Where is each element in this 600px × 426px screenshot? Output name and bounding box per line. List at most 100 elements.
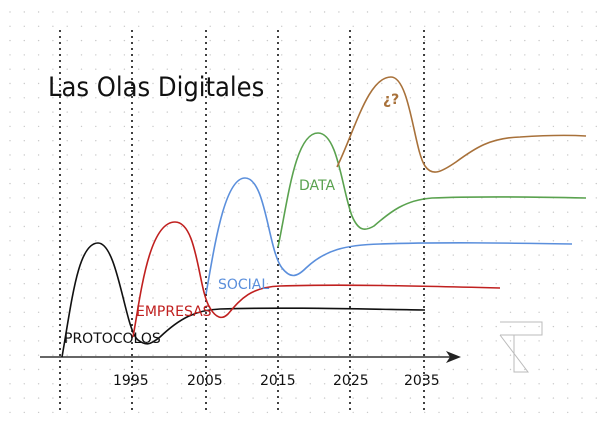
grid-dot bbox=[266, 268, 269, 271]
grid-dot bbox=[80, 325, 83, 328]
grid-dot bbox=[37, 297, 40, 299]
grid-dot bbox=[180, 111, 183, 113]
grid-dot bbox=[509, 97, 512, 99]
grid-dot bbox=[481, 368, 483, 371]
grid-dot bbox=[409, 383, 412, 385]
grid-dot bbox=[109, 283, 111, 285]
grid-dot bbox=[180, 168, 183, 170]
grid-dot bbox=[281, 182, 283, 185]
grid-dot bbox=[266, 211, 269, 213]
grid-dot bbox=[37, 340, 40, 342]
grid-dot bbox=[438, 168, 440, 170]
grid-dot bbox=[9, 168, 11, 170]
grid-dot bbox=[295, 54, 297, 56]
grid-dot bbox=[438, 311, 440, 313]
grid-dot bbox=[281, 368, 283, 371]
grid-dot bbox=[109, 211, 111, 213]
grid-dot bbox=[581, 25, 583, 27]
grid-dot bbox=[152, 197, 154, 199]
grid-dot bbox=[395, 197, 397, 199]
grid-dot bbox=[23, 325, 25, 328]
grid-dot bbox=[52, 111, 54, 113]
grid-dot bbox=[338, 297, 340, 299]
grid-dot bbox=[138, 225, 140, 228]
grid-dot bbox=[452, 283, 454, 285]
grid-dot bbox=[452, 182, 454, 185]
grid-dot bbox=[381, 168, 383, 170]
grid-dot bbox=[495, 11, 497, 13]
grid-dot bbox=[252, 197, 254, 199]
grid-dot bbox=[109, 340, 111, 342]
grid-dot bbox=[323, 168, 326, 170]
grid-dot bbox=[281, 168, 283, 170]
grid-dot bbox=[567, 368, 569, 371]
grid-dot bbox=[152, 111, 154, 113]
grid-dot bbox=[452, 368, 454, 371]
grid-dot bbox=[238, 411, 240, 414]
grid-dot bbox=[552, 240, 555, 242]
grid-dot bbox=[595, 168, 597, 170]
grid-dot bbox=[95, 368, 97, 371]
grid-dot bbox=[123, 197, 126, 199]
grid-dot bbox=[452, 411, 454, 414]
grid-dot bbox=[195, 197, 197, 199]
grid-dot bbox=[238, 225, 240, 228]
grid-dot bbox=[466, 397, 469, 399]
grid-dot bbox=[238, 383, 240, 385]
grid-dot bbox=[95, 154, 97, 156]
grid-dot bbox=[252, 25, 254, 27]
grid-dot bbox=[252, 11, 254, 13]
grid-dot bbox=[524, 368, 526, 371]
grid-dot bbox=[481, 140, 483, 142]
grid-dot bbox=[309, 211, 311, 213]
grid-dot bbox=[466, 125, 469, 128]
grid-dot bbox=[37, 240, 40, 242]
grid-dot bbox=[323, 197, 326, 199]
grid-dot bbox=[395, 54, 397, 56]
grid-dot bbox=[524, 254, 526, 256]
grid-dot bbox=[509, 225, 512, 228]
grid-dot bbox=[381, 39, 383, 42]
grid-dot bbox=[180, 268, 183, 271]
grid-dot bbox=[538, 25, 540, 27]
grid-dot bbox=[509, 211, 512, 213]
grid-dot bbox=[252, 168, 254, 170]
grid-dot bbox=[180, 25, 183, 27]
grid-dot bbox=[466, 383, 469, 385]
grid-dot bbox=[395, 125, 397, 128]
grid-dot bbox=[309, 97, 311, 99]
grid-dot bbox=[552, 97, 555, 99]
grid-dot bbox=[295, 97, 297, 99]
grid-dot bbox=[152, 411, 154, 414]
grid-dot bbox=[581, 254, 583, 256]
grid-dot bbox=[252, 97, 254, 99]
grid-dot bbox=[123, 311, 126, 313]
grid-dot bbox=[252, 125, 254, 128]
grid-dot bbox=[80, 311, 83, 313]
grid-dot bbox=[309, 68, 311, 70]
grid-dot bbox=[424, 325, 426, 328]
grid-dot bbox=[252, 383, 254, 385]
grid-dot bbox=[80, 411, 83, 414]
grid-dot bbox=[9, 297, 11, 299]
grid-dot bbox=[238, 140, 240, 142]
grid-dot bbox=[37, 197, 40, 199]
grid-dot bbox=[381, 211, 383, 213]
grid-dot bbox=[166, 411, 168, 414]
grid-dot bbox=[323, 25, 326, 27]
grid-dot bbox=[381, 154, 383, 156]
grid-dot bbox=[252, 211, 254, 213]
grid-dot bbox=[381, 240, 383, 242]
grid-dot bbox=[567, 182, 569, 185]
grid-dot bbox=[281, 397, 283, 399]
grid-dot bbox=[266, 97, 269, 99]
grid-dot bbox=[152, 354, 154, 356]
grid-dot bbox=[223, 197, 226, 199]
grid-dot bbox=[395, 311, 397, 313]
grid-dot bbox=[37, 383, 40, 385]
grid-dot bbox=[295, 354, 297, 356]
grid-dot bbox=[23, 54, 25, 56]
grid-dot bbox=[180, 68, 183, 70]
grid-dot bbox=[466, 283, 469, 285]
grid-dot bbox=[524, 397, 526, 399]
